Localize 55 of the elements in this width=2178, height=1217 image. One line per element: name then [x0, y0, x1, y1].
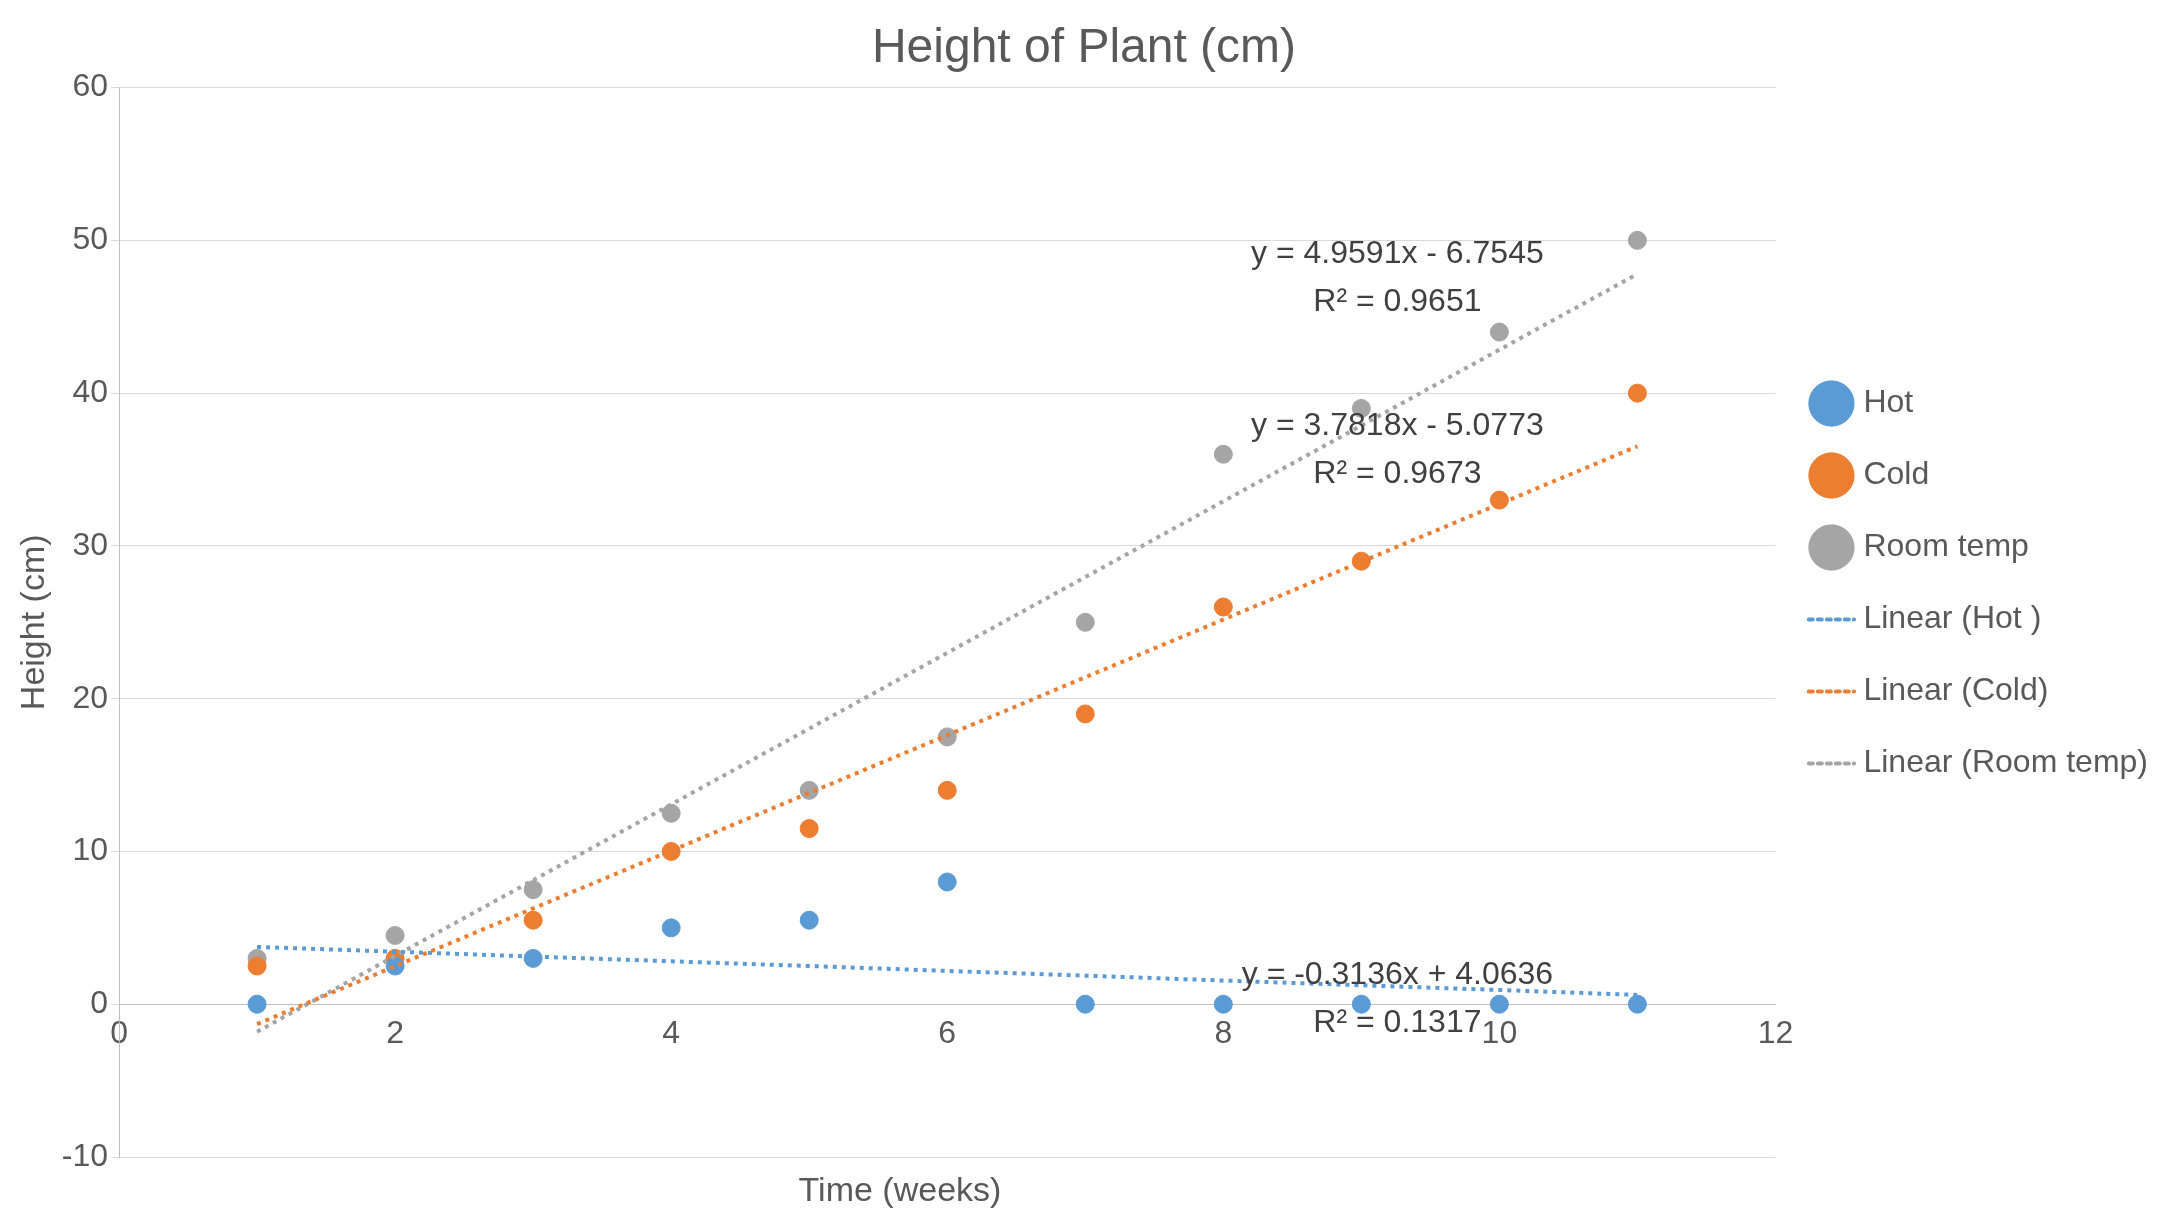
x-tick-label: 12 [1757, 1014, 1794, 1051]
point [1489, 322, 1509, 342]
point [1075, 704, 1095, 724]
annotation: y = -0.3136x + 4.0636 [1241, 954, 1554, 991]
y-tick-label: -10 [61, 1136, 109, 1173]
point [523, 948, 543, 968]
y-tick-label: 40 [72, 372, 109, 409]
point [1213, 994, 1233, 1014]
point [1351, 994, 1371, 1014]
y-axis-title: Height (cm) [12, 534, 51, 711]
point [247, 994, 267, 1014]
annotation: R² = 0.9673 [1313, 454, 1482, 491]
annotation: y = 3.7818x - 5.0773 [1251, 406, 1544, 443]
x-axis-title: Time (weeks) [798, 1170, 1002, 1208]
y-tick-label: 50 [72, 220, 109, 257]
legend-label: Cold [1863, 455, 1930, 492]
point [799, 819, 819, 839]
y-tick-label: 10 [72, 831, 109, 868]
y-tick-label: 60 [72, 67, 109, 104]
x-tick-label: 8 [1214, 1014, 1233, 1051]
point [1627, 383, 1647, 403]
point [1627, 230, 1647, 250]
legend-label: Linear (Cold) [1863, 671, 2049, 708]
point [1213, 597, 1233, 617]
y-tick-label: 0 [90, 984, 109, 1021]
point [1075, 994, 1095, 1014]
point [937, 872, 957, 892]
point [1213, 444, 1233, 464]
x-tick-label: 4 [662, 1014, 681, 1051]
point [247, 956, 267, 976]
annotation: R² = 0.1317 [1313, 1002, 1482, 1039]
point [1489, 490, 1509, 510]
annotation: y = 4.9591x - 6.7545 [1251, 233, 1544, 270]
point [799, 910, 819, 930]
point [1627, 994, 1647, 1014]
point [1489, 994, 1509, 1014]
legend-label: Hot [1863, 383, 1914, 420]
annotation: R² = 0.9651 [1313, 281, 1482, 318]
y-tick-label: 20 [72, 678, 109, 715]
y-tick-label: 30 [72, 525, 109, 562]
legend-label: Linear (Hot ) [1863, 599, 2042, 636]
point [937, 780, 957, 800]
legend-label: Room temp [1863, 527, 2029, 564]
point [661, 918, 681, 938]
x-tick-label: 6 [938, 1014, 957, 1051]
legend-label: Linear (Room temp) [1863, 743, 2148, 780]
chart-title: Height of Plant (cm) [871, 19, 1297, 73]
point [523, 910, 543, 930]
x-tick-label: 2 [386, 1014, 405, 1051]
point [1075, 612, 1095, 632]
point [661, 841, 681, 861]
point [385, 925, 405, 945]
x-tick-label: 10 [1481, 1014, 1518, 1051]
point [523, 880, 543, 900]
point [661, 803, 681, 823]
